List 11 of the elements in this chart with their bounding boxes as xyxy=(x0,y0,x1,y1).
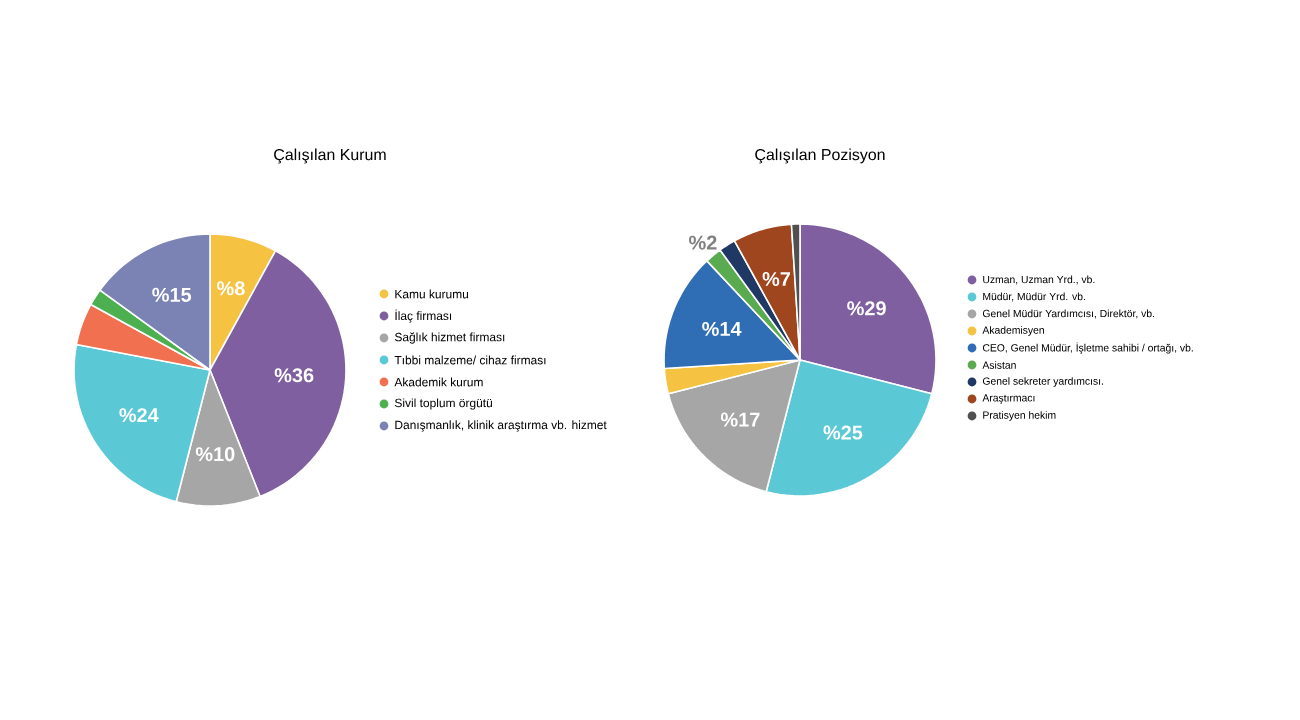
data-label: %14 xyxy=(702,321,742,336)
data-label: %17 xyxy=(720,412,760,427)
data-label: %36 xyxy=(274,368,314,383)
data-label: %7 xyxy=(762,272,791,287)
data-label: %10 xyxy=(195,447,235,462)
data-label: %8 xyxy=(217,281,245,296)
data-label: %2 xyxy=(689,235,717,250)
data-label: %15 xyxy=(152,287,192,302)
data-label: %29 xyxy=(847,301,886,316)
data-label: %25 xyxy=(823,425,863,440)
data-label: %24 xyxy=(119,408,159,423)
